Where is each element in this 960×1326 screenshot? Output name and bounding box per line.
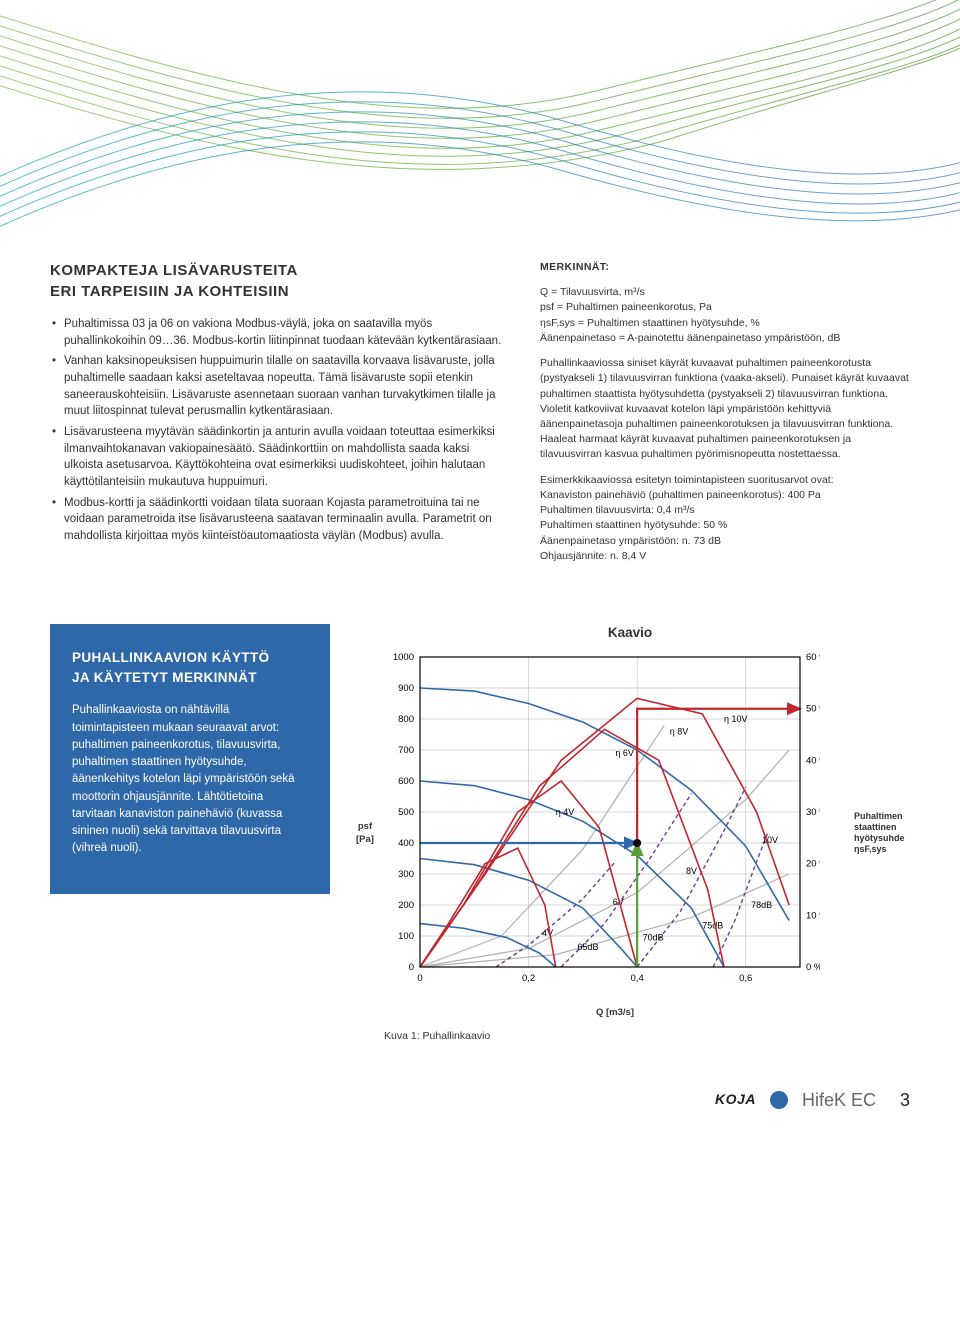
svg-text:700: 700 [398, 745, 414, 756]
chart-caption: Kuva 1: Puhallinkaavio [350, 1029, 910, 1044]
svg-text:60 %: 60 % [806, 652, 820, 663]
svg-text:600: 600 [398, 776, 414, 787]
svg-text:900: 900 [398, 683, 414, 694]
svg-text:500: 500 [398, 807, 414, 818]
legend-para2: Puhallinkaaviossa siniset käyrät kuvaava… [540, 356, 910, 463]
chart-title: Kaavio [350, 624, 910, 643]
svg-text:0 %: 0 % [806, 962, 820, 973]
lower-section: PUHALLINKAAVION KÄYTTÖ JA KÄYTETYT MERKI… [0, 604, 960, 1074]
left-column: KOMPAKTEJA LISÄVARUSTEITA ERI TARPEISIIN… [50, 260, 510, 574]
svg-text:8V: 8V [686, 866, 697, 876]
svg-text:75dB: 75dB [702, 920, 723, 930]
callout-heading: PUHALLINKAAVION KÄYTTÖ JA KÄYTETYT MERKI… [72, 648, 308, 689]
svg-text:η 6V: η 6V [615, 748, 634, 758]
brand-logo-text: KOJA [715, 1090, 756, 1110]
section-heading: KOMPAKTEJA LISÄVARUSTEITA ERI TARPEISIIN… [50, 260, 510, 302]
brand-logo-icon [770, 1091, 788, 1109]
feature-list-item: Lisävarusteena myytävän säädinkortin ja … [50, 424, 510, 491]
feature-list: Puhaltimissa 03 ja 06 on vakiona Modbus-… [50, 316, 510, 545]
svg-text:1000: 1000 [393, 652, 414, 663]
svg-text:0,4: 0,4 [631, 973, 644, 984]
feature-list-item: Modbus-kortti ja säädinkortti voidaan ti… [50, 495, 510, 545]
hero-wave-art [0, 0, 960, 260]
heading-line2: ERI TARPEISIIN JA KOHTEISIIN [50, 283, 289, 300]
right-axis-label: Puhaltimen staattinen hyötysuhde ηsF,sys [850, 811, 910, 854]
callout-heading-line2: JA KÄYTETYT MERKINNÄT [72, 670, 257, 685]
svg-text:10 %: 10 % [806, 910, 820, 921]
chart-container: Kaavio psf[Pa] 0 100 200 300 400 500 600 700 800… [350, 624, 910, 1044]
main-columns: KOMPAKTEJA LISÄVARUSTEITA ERI TARPEISIIN… [0, 260, 960, 604]
svg-text:0,2: 0,2 [522, 973, 535, 984]
feature-list-item: Puhaltimissa 03 ja 06 on vakiona Modbus-… [50, 316, 510, 349]
svg-text:0: 0 [417, 973, 422, 984]
svg-text:20 %: 20 % [806, 858, 820, 869]
info-callout-box: PUHALLINKAAVION KÄYTTÖ JA KÄYTETYT MERKI… [50, 624, 330, 894]
svg-text:30 %: 30 % [806, 807, 820, 818]
heading-line1: KOMPAKTEJA LISÄVARUSTEITA [50, 262, 298, 279]
svg-text:800: 800 [398, 714, 414, 725]
svg-text:70dB: 70dB [643, 932, 664, 942]
page-number: 3 [900, 1088, 910, 1113]
y-axis-label: psf[Pa] [350, 820, 380, 847]
svg-text:100: 100 [398, 931, 414, 942]
svg-text:50 %: 50 % [806, 703, 820, 714]
svg-text:40 %: 40 % [806, 755, 820, 766]
callout-body: Puhallinkaaviosta on nähtävillä toiminta… [72, 702, 308, 857]
feature-list-item: Vanhan kaksinopeuksisen huppuimurin tila… [50, 353, 510, 420]
svg-text:400: 400 [398, 838, 414, 849]
svg-text:η 8V: η 8V [670, 726, 689, 736]
legend-para3: Esimerkkikaaviossa esitetyn toimintapist… [540, 473, 910, 564]
page-footer: KOJA HifeK EC 3 [0, 1074, 960, 1137]
svg-text:65dB: 65dB [577, 942, 598, 952]
legend-title: MERKINNÄT: [540, 260, 910, 275]
fan-chart: 0 100 200 300 400 500 600 700 800 900 1000 0 0,2 0,4 0… [380, 647, 820, 997]
svg-text:4V: 4V [542, 928, 553, 938]
x-axis-label: Q [m3/s] [380, 1006, 850, 1019]
svg-text:η 10V: η 10V [724, 714, 748, 724]
svg-text:78dB: 78dB [751, 900, 772, 910]
right-column: MERKINNÄT: Q = Tilavuusvirta, m³/spsf = … [540, 260, 910, 574]
svg-text:0: 0 [409, 962, 414, 973]
svg-text:0,6: 0,6 [739, 973, 752, 984]
product-name: HifeK EC [802, 1088, 876, 1113]
svg-text:η 4V: η 4V [556, 807, 575, 817]
hero-svg [0, 0, 960, 260]
svg-text:200: 200 [398, 900, 414, 911]
legend-defs: Q = Tilavuusvirta, m³/spsf = Puhaltimen … [540, 285, 910, 346]
callout-heading-line1: PUHALLINKAAVION KÄYTTÖ [72, 650, 270, 665]
svg-text:300: 300 [398, 869, 414, 880]
